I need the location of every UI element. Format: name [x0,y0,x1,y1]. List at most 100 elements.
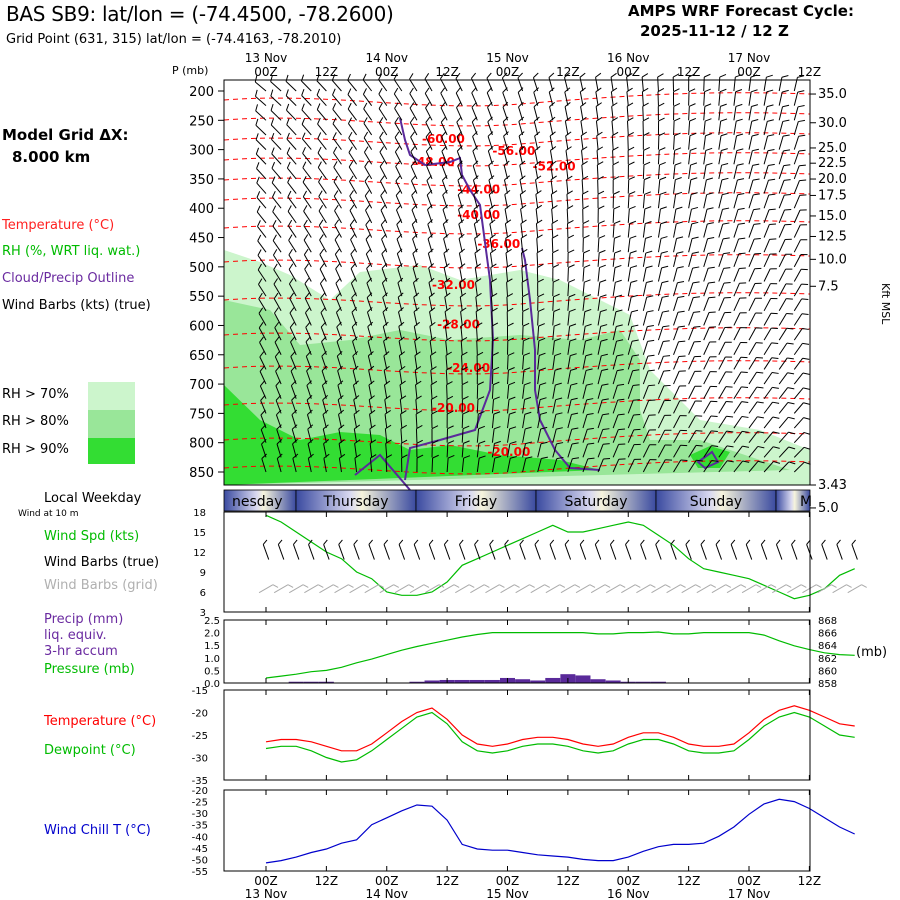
wind-barb [718,207,730,224]
wind-barb [642,161,651,179]
legend-precip: Precip (mm) [44,612,124,627]
wind-barb [718,133,728,150]
wind-barb [255,147,267,165]
wind-barb [627,220,637,238]
wind-barb [597,294,607,311]
wind-barb [597,413,610,429]
wind-barb [642,117,650,135]
wind-barb [535,175,542,194]
wind-barb [460,336,468,355]
wind-barb [367,336,374,355]
wind-barb [259,365,267,385]
wind-barb [581,175,589,194]
bottom-hour-label: 12Z [556,874,580,888]
wind-barb [409,87,418,106]
chart-title: BAS SB9: lat/lon = (-74.4500, -78.2600) [6,2,394,26]
wind-barb-true [760,539,768,560]
wind-barb [476,366,484,385]
wind-barb [522,411,532,429]
wind-barb [703,103,712,121]
wind-barb [612,383,625,399]
wind-barb [537,382,547,399]
wind-barb [458,219,465,238]
wind-barb [763,163,775,180]
wind-barb [367,321,374,341]
wind-barb-true [700,539,707,560]
wind-barb [320,307,327,326]
height-tick-label: 20.0 [818,172,847,187]
wind-barb [471,87,478,106]
wind-barb [382,321,389,341]
wind-barb [748,327,763,341]
wind-barb [318,175,327,194]
height-tick-label: 3.43 [818,478,847,493]
wind-barb [333,175,342,194]
wind-barb [763,357,779,370]
wind-barb [582,398,594,414]
wind-barb [627,414,641,429]
wind-barb [333,161,342,180]
wind-barb [415,380,422,399]
wind-barb [657,414,672,429]
wind-barb-true [383,539,390,560]
wind-barb [580,131,588,150]
wind-barb [459,263,466,282]
wind-barb [611,102,618,121]
wind-barb [673,162,682,179]
wind-barb [352,365,359,385]
wind-barb [505,234,512,253]
wind-barb [302,176,312,194]
grid-point-subtitle: Grid Point (631, 315) lat/lon = (-74.416… [6,32,342,47]
wind-barb [672,73,680,92]
wind-barb [567,293,576,311]
wind-barb [349,190,357,209]
wind-barb [473,219,480,238]
legend-dewpoint: Dewpoint (°C) [44,743,136,758]
wind-barb [504,189,511,209]
wind-barb [425,131,433,150]
wind-barb [688,385,702,399]
wind-barb [582,205,589,223]
wind-barb [429,321,436,341]
wind-barb [440,116,448,136]
wind-barb [567,457,580,473]
wind-barb [582,368,593,385]
wind-barb-true [323,539,330,560]
wind-barb [302,147,312,165]
wind-barb [748,431,765,443]
wind-barb [353,409,360,429]
wind-barb [718,311,732,326]
wind-barb [748,386,764,400]
pressure-tick-label: 450 [189,232,214,247]
pressure-ytick-label: 866 [818,629,837,640]
wind-barb [612,279,622,297]
wind-barb [489,219,496,238]
wind-barb [533,116,540,136]
wind-barb [475,292,482,311]
wind-barb [733,207,745,224]
wind-barb [778,179,791,194]
wind-barb [778,89,789,106]
pressure-tick-label: 600 [189,319,214,334]
wind-barb [458,233,465,253]
wind-barb [642,191,651,209]
wind-barb [642,132,650,150]
wind-barb [657,265,669,282]
wind-barb [323,453,330,473]
wind-barb [778,223,792,238]
wind-barb [733,89,743,106]
pressure-axis-label: (mb) [856,645,887,660]
wind-barb [778,387,795,400]
pressure-tick-label: 650 [189,349,214,364]
wind-barb [688,400,702,414]
wind-barb [443,263,450,282]
wind-barb [612,413,625,429]
wind-barb [491,396,500,414]
wind-barb [763,401,780,414]
wind-barb [288,263,297,282]
wind-barb-true [474,539,481,560]
wind-barb [733,297,747,312]
wind-barb [274,321,282,341]
wind-barb [718,326,732,341]
wind-barb [657,221,668,238]
